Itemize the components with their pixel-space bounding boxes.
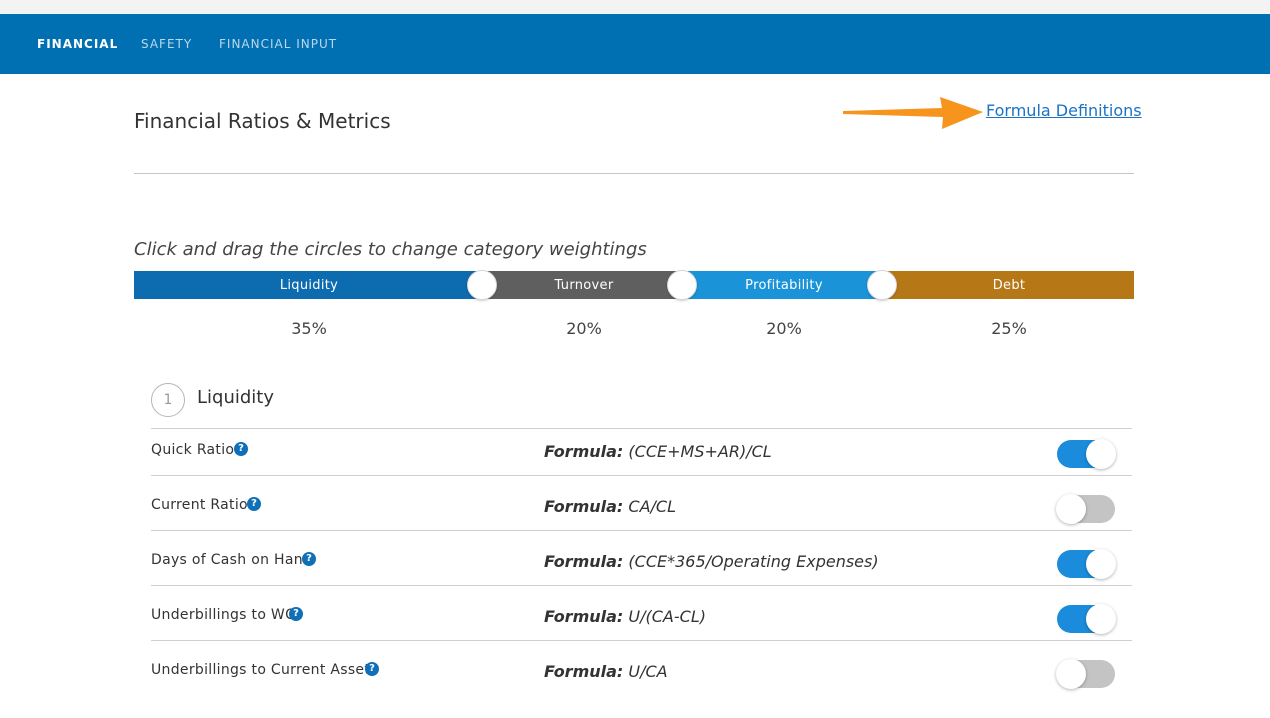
weight-label-turnover: Turnover [554, 278, 614, 293]
weight-label-debt: Debt [992, 278, 1026, 293]
weight-drag-handle-1[interactable] [467, 270, 497, 300]
metric-label: Current Ratio [151, 497, 248, 513]
weight-segment-liquidity [134, 271, 482, 299]
browser-top-strip [0, 0, 1270, 14]
question-circle-icon[interactable]: ? [289, 607, 303, 621]
row-divider [151, 475, 1132, 476]
orange-arrow-icon [843, 97, 983, 129]
tab-financial-input[interactable]: FINANCIAL INPUT [219, 37, 338, 51]
weight-percent-turnover: 20% [566, 319, 602, 338]
question-circle-icon[interactable]: ? [365, 662, 379, 676]
metric-formula: Formula: (CCE+MS+AR)/CL [544, 442, 772, 461]
header-divider [134, 173, 1134, 174]
tab-financial[interactable]: FINANCIAL [37, 37, 119, 51]
section-number-badge: 1 [151, 383, 185, 417]
metric-toggle-current-ratio[interactable] [1056, 494, 1115, 524]
weight-segment-profitability [682, 271, 882, 299]
metric-label: Days of Cash on Hand [151, 552, 313, 568]
row-divider [151, 640, 1132, 641]
metric-toggle-days-cash[interactable] [1057, 549, 1116, 579]
toggle-knob [1086, 604, 1116, 634]
metric-formula: Formula: CA/CL [544, 497, 676, 516]
question-circle-icon[interactable]: ? [302, 552, 316, 566]
formula-definitions-link[interactable]: Formula Definitions [986, 101, 1142, 120]
metric-formula: Formula: (CCE*365/Operating Expenses) [544, 552, 879, 571]
top-nav-bar: FINANCIAL SAFETY FINANCIAL INPUT [0, 14, 1270, 74]
metric-formula: Formula: U/CA [544, 662, 668, 681]
row-divider [151, 428, 1132, 429]
weight-label-liquidity: Liquidity [279, 278, 339, 293]
metric-label: Quick Ratio [151, 442, 235, 458]
row-divider [151, 585, 1132, 586]
metric-label: Underbillings to Current Assets [151, 662, 378, 678]
weight-drag-handle-2[interactable] [667, 270, 697, 300]
metric-toggle-underbillings-ca[interactable] [1056, 659, 1115, 689]
weight-percent-debt: 25% [991, 319, 1027, 338]
weight-segment-turnover [482, 271, 682, 299]
weight-percent-liquidity: 35% [291, 319, 327, 338]
question-circle-icon[interactable]: ? [247, 497, 261, 511]
metric-toggle-quick-ratio[interactable] [1057, 439, 1116, 469]
toggle-knob [1086, 439, 1116, 469]
metric-toggle-underbillings-wc[interactable] [1057, 604, 1116, 634]
question-circle-icon[interactable]: ? [234, 442, 248, 456]
tab-safety[interactable]: SAFETY [141, 37, 193, 51]
toggle-knob [1056, 494, 1086, 524]
category-weight-bar[interactable]: Liquidity Turnover Profitability Debt [134, 271, 1134, 299]
row-divider [151, 530, 1132, 531]
metric-formula: Formula: U/(CA-CL) [544, 607, 706, 626]
section-title: Liquidity [197, 387, 275, 408]
page-title: Financial Ratios & Metrics [134, 109, 391, 133]
weighting-instruction: Click and drag the circles to change cat… [134, 239, 647, 260]
toggle-knob [1056, 659, 1086, 689]
toggle-knob [1086, 549, 1116, 579]
weight-segment-debt [882, 271, 1134, 299]
metric-label: Underbillings to WC [151, 607, 296, 623]
weight-label-profitability: Profitability [745, 278, 823, 293]
weight-drag-handle-3[interactable] [867, 270, 897, 300]
weight-percent-profitability: 20% [766, 319, 802, 338]
